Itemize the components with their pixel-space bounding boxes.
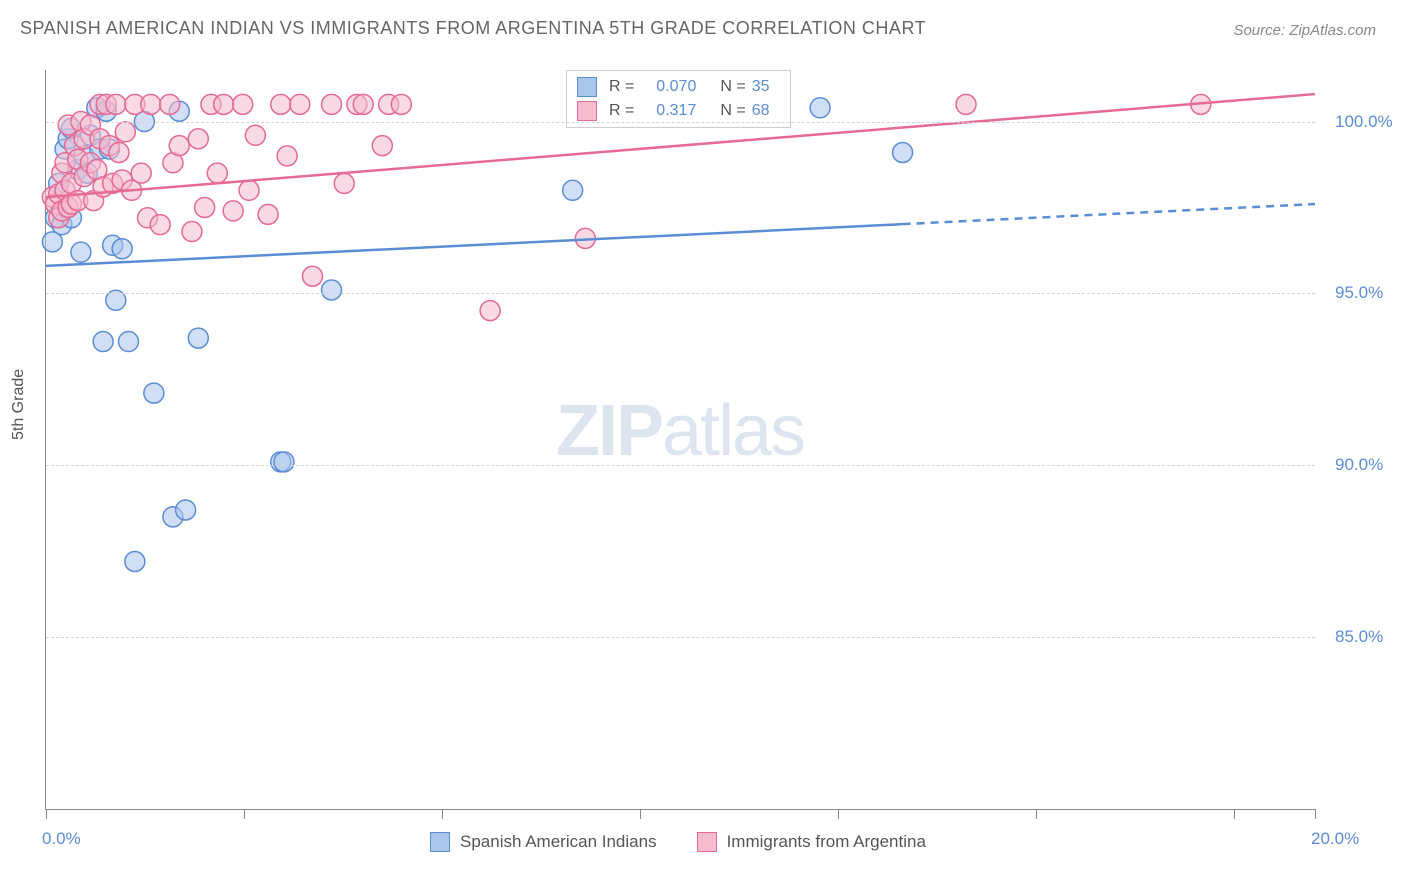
data-point — [182, 222, 202, 242]
data-point — [71, 242, 91, 262]
plot-area: ZIPatlas R =0.070N =35R =0.317N =68 85.0… — [45, 70, 1315, 810]
legend-item: Spanish American Indians — [430, 832, 657, 852]
y-tick-label: 100.0% — [1335, 112, 1393, 132]
data-point — [391, 94, 411, 114]
data-point — [109, 142, 129, 162]
y-axis-label: 5th Grade — [10, 369, 28, 440]
trend-line — [46, 224, 903, 266]
data-point — [214, 94, 234, 114]
data-point — [233, 94, 253, 114]
data-point — [176, 500, 196, 520]
data-point — [956, 94, 976, 114]
data-point — [131, 163, 151, 183]
x-tick — [1036, 809, 1037, 819]
legend-label: Spanish American Indians — [460, 832, 657, 852]
data-point — [106, 94, 126, 114]
data-point — [188, 328, 208, 348]
legend-row: R = 0.317 N = 68 — [577, 99, 780, 123]
x-tick — [838, 809, 839, 819]
data-point — [223, 201, 243, 221]
grid-line — [46, 637, 1315, 638]
legend-item: Immigrants from Argentina — [697, 832, 926, 852]
data-point — [118, 332, 138, 352]
x-tick — [442, 809, 443, 819]
x-tick-label: 20.0% — [1311, 829, 1359, 849]
grid-line — [46, 465, 1315, 466]
r-value: 0.317 — [640, 102, 696, 120]
data-point — [258, 204, 278, 224]
data-point — [112, 239, 132, 259]
x-tick — [640, 809, 641, 819]
data-point — [893, 142, 913, 162]
series-legend: Spanish American Indians Immigrants from … — [430, 832, 926, 852]
data-point — [372, 136, 392, 156]
data-point — [125, 552, 145, 572]
legend-swatch — [577, 101, 597, 121]
data-point — [322, 94, 342, 114]
data-point — [480, 301, 500, 321]
legend-swatch — [577, 77, 597, 97]
chart-title: SPANISH AMERICAN INDIAN VS IMMIGRANTS FR… — [20, 18, 926, 39]
x-tick — [1234, 809, 1235, 819]
n-label: N = — [720, 78, 745, 96]
x-tick — [46, 809, 47, 819]
legend-label: Immigrants from Argentina — [727, 832, 926, 852]
data-point — [271, 94, 291, 114]
legend-swatch — [697, 832, 717, 852]
y-tick-label: 95.0% — [1335, 283, 1383, 303]
data-point — [144, 383, 164, 403]
data-point — [93, 332, 113, 352]
grid-line — [46, 122, 1315, 123]
data-point — [274, 452, 294, 472]
chart-svg — [46, 70, 1315, 809]
data-point — [277, 146, 297, 166]
data-point — [207, 163, 227, 183]
data-point — [195, 197, 215, 217]
data-point — [169, 136, 189, 156]
data-point — [150, 215, 170, 235]
source-attribution: Source: ZipAtlas.com — [1233, 22, 1376, 39]
n-value: 35 — [752, 78, 780, 96]
data-point — [115, 122, 135, 142]
legend-swatch — [430, 832, 450, 852]
legend-row: R = 0.070 N = 35 — [577, 75, 780, 99]
correlation-legend: R = 0.070 N = 35 R = 0.317 N = 68 — [566, 70, 791, 128]
data-point — [245, 125, 265, 145]
x-tick — [1315, 809, 1316, 819]
grid-line — [46, 293, 1315, 294]
data-point — [322, 280, 342, 300]
data-point — [334, 173, 354, 193]
n-value: 68 — [752, 102, 780, 120]
data-point — [563, 180, 583, 200]
data-point — [290, 94, 310, 114]
data-point — [188, 129, 208, 149]
x-tick-label: 0.0% — [42, 829, 81, 849]
y-tick-label: 90.0% — [1335, 455, 1383, 475]
x-tick — [244, 809, 245, 819]
data-point — [141, 94, 161, 114]
r-label: R = — [609, 102, 634, 120]
data-point — [239, 180, 259, 200]
n-label: N = — [720, 102, 745, 120]
trend-line-dashed — [903, 204, 1315, 224]
r-value: 0.070 — [640, 78, 696, 96]
data-point — [810, 98, 830, 118]
data-point — [160, 94, 180, 114]
y-tick-label: 85.0% — [1335, 627, 1383, 647]
r-label: R = — [609, 78, 634, 96]
data-point — [302, 266, 322, 286]
data-point — [353, 94, 373, 114]
